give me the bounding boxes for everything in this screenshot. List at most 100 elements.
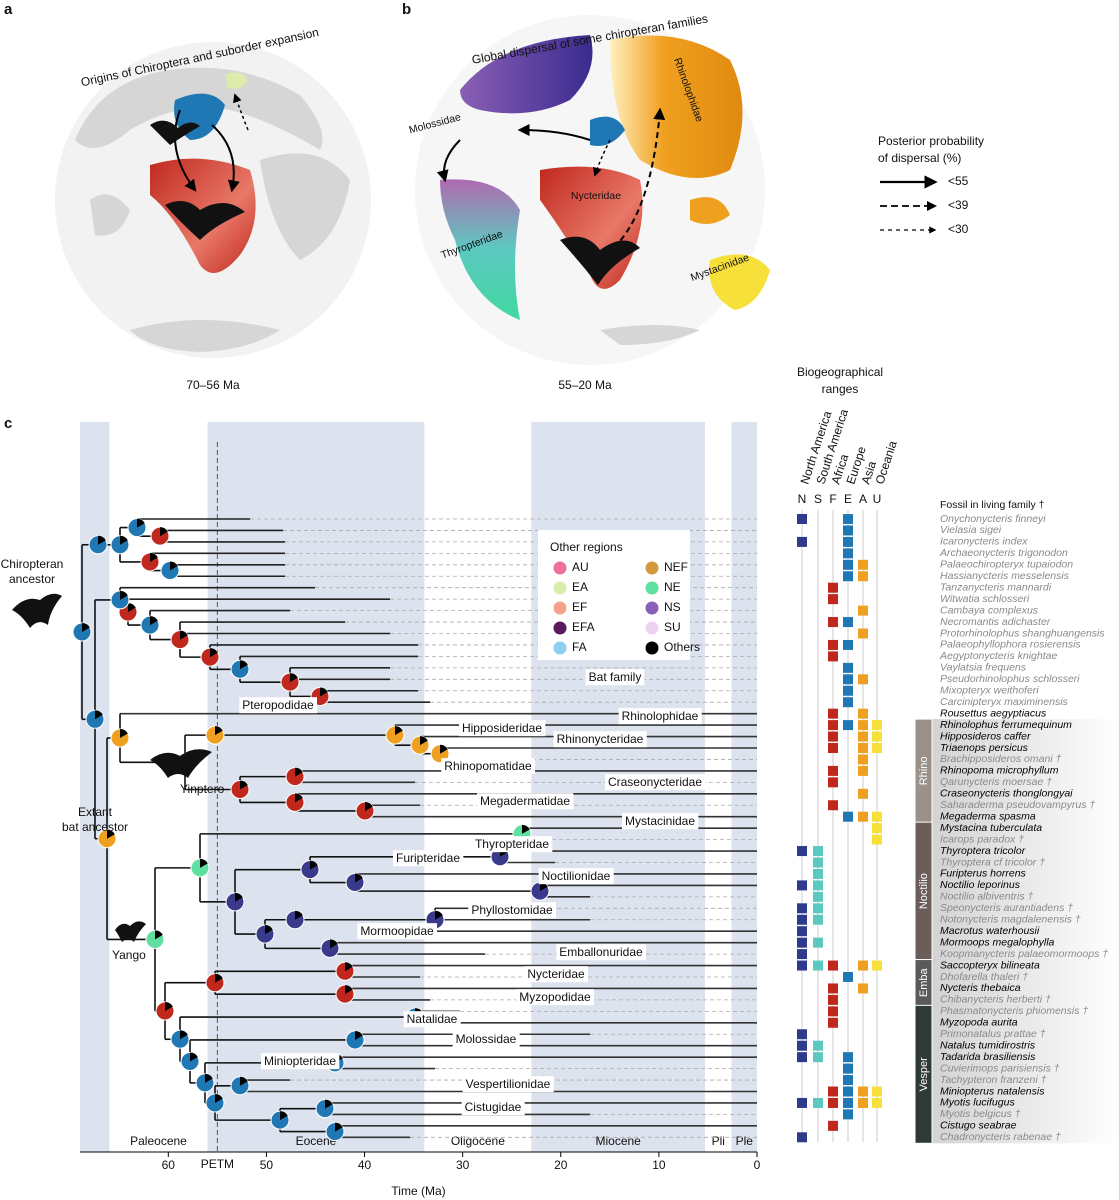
- bat-family-label: Bat family: [589, 670, 642, 684]
- range-cell: [872, 960, 882, 971]
- family-label: Craseonycteridae: [608, 775, 702, 789]
- label-box: [621, 813, 699, 830]
- family-label: Furipteridae: [396, 851, 460, 865]
- pie-wedge: [320, 687, 328, 697]
- range-cell: [858, 811, 868, 822]
- range-cell: [828, 1006, 838, 1017]
- species-name: Carcinipteryx maximinensis: [940, 696, 1069, 708]
- range-cell: [828, 994, 838, 1005]
- species-name: Myotis belgicus †: [940, 1108, 1021, 1120]
- range-cell: [843, 617, 853, 628]
- range-cell: [843, 1109, 853, 1120]
- pie-wedge: [95, 710, 103, 720]
- species-name: Macrotus waterhousii: [940, 925, 1040, 937]
- pie-wedge: [522, 824, 530, 834]
- range-cell: [858, 720, 868, 731]
- period: 55–20 Ma: [558, 378, 612, 392]
- range-cell: [828, 765, 838, 776]
- range-cell: [797, 1029, 807, 1040]
- pie-wedge: [355, 1030, 363, 1040]
- pie-wedge: [215, 726, 223, 736]
- clade-label: Noctilio: [918, 873, 930, 909]
- species-name: Saccopteryx bilineata: [940, 959, 1040, 971]
- species-name: Natalus tumidirostris: [940, 1039, 1036, 1051]
- range-cell: [872, 1097, 882, 1108]
- species-name: Mixopteryx weithoferi: [940, 685, 1039, 697]
- tick-label: 0: [754, 1158, 761, 1172]
- species-name: Witwatia schlosseri: [940, 593, 1030, 605]
- family-label: Mystacinidae: [625, 814, 695, 828]
- species-name: Myzopoda aurita: [940, 1017, 1018, 1029]
- range-cell: [828, 1086, 838, 1097]
- range-cell: [858, 708, 868, 719]
- family-label: Molossidae: [456, 1032, 517, 1046]
- species-name: Hassianycteris messelensis: [940, 570, 1070, 582]
- range-column-code: F: [829, 492, 836, 506]
- range-cell: [797, 1097, 807, 1108]
- range-cell: [858, 1086, 868, 1097]
- pie-wedge: [120, 590, 128, 600]
- tick-label: 50: [260, 1158, 274, 1172]
- pie-wedge: [170, 561, 178, 571]
- pie-wedge: [165, 1001, 173, 1011]
- range-cell: [843, 548, 853, 559]
- range-cell: [843, 685, 853, 696]
- label-box: [524, 966, 589, 983]
- species-name: Vielasia sigei: [940, 524, 1002, 536]
- range-cell: [843, 972, 853, 982]
- legend-label: SU: [664, 620, 681, 634]
- range-cell: [797, 960, 807, 971]
- axis-title: Time (Ma): [391, 1184, 445, 1198]
- range-cell: [797, 880, 807, 891]
- node-label: Extant: [78, 805, 113, 819]
- range-cell: [843, 639, 853, 650]
- pie-wedge: [540, 882, 548, 892]
- legend-label: <30: [948, 222, 969, 236]
- range-cell: [858, 1097, 868, 1108]
- pie-wedge: [290, 673, 298, 683]
- family-label: Hipposideridae: [462, 721, 542, 735]
- bat-silhouette: [150, 749, 212, 778]
- label-box: [441, 758, 536, 775]
- range-cell: [843, 811, 853, 822]
- range-cell: [872, 743, 882, 753]
- legend-title: Posterior probability: [878, 134, 984, 148]
- family-label: Megadermatidae: [480, 794, 570, 808]
- pie-wedge: [98, 535, 106, 545]
- range-column-code: U: [873, 492, 882, 506]
- pie-wedge: [150, 552, 158, 562]
- species-name: Palaeophyllophora rosierensis: [940, 639, 1081, 651]
- species-name: Palaeochiropteryx tupaiodon: [940, 559, 1073, 571]
- species-name: Cistugo seabrae: [940, 1120, 1017, 1132]
- range-cell: [813, 1052, 823, 1063]
- range-cell: [872, 834, 882, 845]
- species-name: Onychonycteris finneyi: [940, 513, 1046, 525]
- pie-wedge: [345, 985, 353, 995]
- label-box: [462, 1076, 554, 1093]
- legend-label: EA: [572, 580, 588, 594]
- range-cell: [797, 846, 807, 857]
- range-cell: [828, 960, 838, 971]
- label-box: [260, 1053, 340, 1070]
- pie-wedge: [120, 535, 128, 545]
- range-cell: [797, 903, 807, 914]
- pie-wedge: [215, 1093, 223, 1103]
- range-cell: [828, 1097, 838, 1108]
- label-box: [618, 708, 702, 725]
- label-box: [553, 731, 647, 748]
- range-cell: [843, 697, 853, 708]
- species-name: Tachypteron franzeni †: [940, 1074, 1047, 1086]
- period: 70–56 Ma: [186, 378, 240, 392]
- family-label: Miniopteridae: [264, 1054, 336, 1068]
- legend-swatch: [645, 561, 659, 575]
- range-column-name: Asia: [859, 459, 880, 486]
- species-name: Hipposideros caffer: [940, 730, 1031, 742]
- node-label: Yinptero: [180, 782, 225, 796]
- range-cell: [858, 743, 868, 753]
- range-cell: [797, 949, 807, 960]
- range-cell: [813, 868, 823, 879]
- family-label: Cistugidae: [465, 1100, 522, 1114]
- legend-swatch: [553, 641, 567, 655]
- species-name: Mystacina tuberculata: [940, 822, 1042, 834]
